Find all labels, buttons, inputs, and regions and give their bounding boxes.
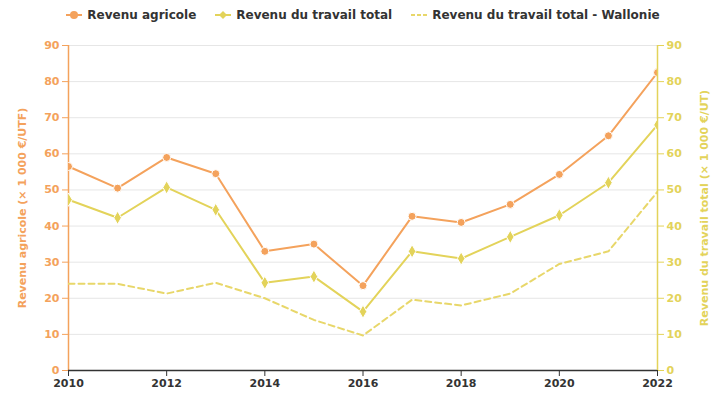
svg-text:50: 50 [44,183,60,196]
svg-text:30: 30 [667,256,683,269]
svg-text:50: 50 [667,183,683,196]
svg-text:20: 20 [667,292,683,305]
svg-text:Revenu agricole (× 1 000 €/UTF: Revenu agricole (× 1 000 €/UTF) [16,108,29,309]
svg-text:2014: 2014 [250,377,281,390]
html-text:Revenu agricole: Revenu agricole [87,8,197,22]
svg-text:0: 0 [52,364,60,377]
svg-text:10: 10 [667,328,683,341]
svg-text:70: 70 [667,111,683,124]
html-text:Revenu du travail total - Wall: Revenu du travail total - Wallonie [432,8,660,22]
svg-text:2022: 2022 [642,377,673,390]
svg-text:2010: 2010 [53,377,84,390]
svg-text:80: 80 [44,75,60,88]
svg-text:0: 0 [667,364,675,377]
svg-text:80: 80 [667,75,683,88]
svg-text:2020: 2020 [544,377,575,390]
svg-text:60: 60 [667,147,683,160]
svg-text:40: 40 [667,220,683,233]
svg-text:70: 70 [44,111,60,124]
svg-text:60: 60 [44,147,60,160]
svg-text:90: 90 [667,39,683,52]
svg-text:Revenu du travail total (× 1 0: Revenu du travail total (× 1 000 €/UT) [698,90,711,326]
svg-text:2012: 2012 [151,377,182,390]
svg-text:2018: 2018 [446,377,477,390]
svg-text:40: 40 [44,220,60,233]
svg-text:10: 10 [44,328,60,341]
svg-text:20: 20 [44,292,60,305]
svg-text:90: 90 [44,39,60,52]
svg-text:2016: 2016 [348,377,379,390]
svg-text:30: 30 [44,256,60,269]
html-text:Revenu du travail total: Revenu du travail total [236,8,393,22]
